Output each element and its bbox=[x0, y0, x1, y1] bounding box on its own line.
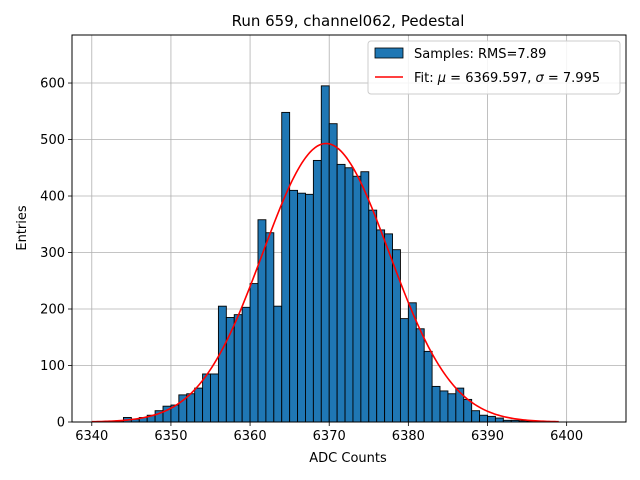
x-tick-label: 6340 bbox=[75, 429, 108, 444]
histogram-bar bbox=[312, 159, 322, 423]
plot-frame bbox=[71, 34, 627, 423]
x-tick-label: 6360 bbox=[234, 429, 267, 444]
histogram-bar bbox=[233, 314, 243, 423]
legend: Samples: RMS=7.89 Fit: μ = 6369.597, σ =… bbox=[367, 40, 621, 95]
histogram-bar bbox=[384, 233, 393, 423]
y-tick-label: 400 bbox=[40, 190, 65, 205]
histogram-bar bbox=[479, 414, 488, 423]
x-axis-ticks: 6340 6350 6360 6370 6380 6390 6400 bbox=[75, 422, 583, 444]
histogram-bar bbox=[249, 283, 259, 423]
histogram-bar bbox=[328, 123, 338, 423]
histogram-bar bbox=[399, 318, 409, 423]
x-tick-label: 6370 bbox=[313, 429, 346, 444]
x-axis-label: ADC Counts bbox=[309, 451, 387, 466]
histogram-bar bbox=[352, 175, 362, 423]
histogram-bar bbox=[360, 171, 370, 423]
x-tick-label: 6350 bbox=[154, 429, 187, 444]
histogram-bar bbox=[344, 167, 354, 423]
legend-fit-label: Fit: μ = 6369.597, σ = 7.995 bbox=[414, 71, 600, 86]
y-tick-label: 200 bbox=[40, 303, 65, 318]
histogram-bar bbox=[471, 410, 481, 423]
histogram-bar bbox=[368, 209, 378, 423]
y-tick-label: 100 bbox=[40, 359, 65, 374]
y-tick-label: 0 bbox=[57, 416, 65, 431]
histogram-bar bbox=[305, 193, 314, 423]
y-axis-ticks: 0 100 200 300 400 500 600 bbox=[40, 77, 72, 431]
y-axis-label: Entries bbox=[15, 205, 30, 251]
legend-samples-swatch bbox=[374, 47, 404, 59]
y-tick-label: 600 bbox=[40, 77, 65, 92]
histogram-bar bbox=[439, 390, 449, 423]
histogram-bar bbox=[407, 302, 417, 423]
histogram-bar bbox=[186, 393, 196, 423]
histogram-bar bbox=[210, 373, 219, 423]
histogram-bar bbox=[320, 85, 330, 423]
histogram-bar bbox=[447, 393, 457, 423]
histogram-bar bbox=[423, 350, 433, 423]
histogram-bar bbox=[376, 229, 386, 423]
legend-box bbox=[367, 40, 621, 95]
histogram-bar bbox=[494, 417, 504, 423]
x-tick-label: 6400 bbox=[550, 429, 583, 444]
y-tick-label: 500 bbox=[40, 133, 65, 148]
histogram-bar bbox=[241, 306, 251, 423]
histogram-bar bbox=[392, 249, 401, 423]
histogram-bar bbox=[265, 232, 275, 423]
histogram-bar bbox=[487, 415, 496, 423]
histogram-bar bbox=[202, 373, 211, 423]
histogram-bar bbox=[463, 398, 473, 423]
histogram-bar bbox=[297, 192, 306, 423]
legend-samples-label: Samples: RMS=7.89 bbox=[414, 47, 546, 62]
histogram-bar bbox=[217, 305, 227, 423]
fit-curve-line bbox=[91, 142, 559, 423]
histogram-bar bbox=[281, 111, 291, 423]
histogram-bar bbox=[415, 328, 425, 423]
histogram-bar bbox=[194, 387, 204, 423]
histogram-bar bbox=[431, 385, 441, 423]
histogram-bar bbox=[336, 163, 346, 423]
histogram-bar bbox=[273, 305, 283, 423]
x-tick-label: 6380 bbox=[392, 429, 425, 444]
y-tick-label: 300 bbox=[40, 246, 65, 261]
chart-title: Run 659, channel062, Pedestal bbox=[232, 12, 465, 30]
histogram-bar bbox=[289, 189, 299, 423]
x-tick-label: 6390 bbox=[471, 429, 504, 444]
bars-layer bbox=[115, 85, 544, 423]
